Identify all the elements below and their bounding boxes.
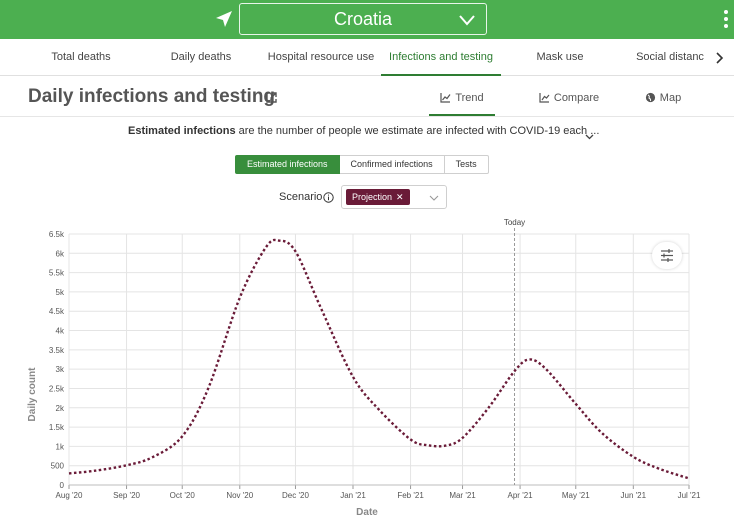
external-link-icon[interactable] bbox=[265, 91, 278, 104]
navigation-arrow-icon[interactable] bbox=[214, 9, 234, 29]
line-chart-icon bbox=[440, 93, 451, 103]
view-tab-compare-label: Compare bbox=[553, 92, 600, 104]
x-tick-label: Nov '20 bbox=[226, 491, 253, 500]
metric-description: Estimated infections are the number of p… bbox=[128, 125, 599, 137]
bar-compare-icon bbox=[539, 93, 550, 103]
globe-icon bbox=[645, 92, 655, 103]
remove-chip-icon[interactable]: ✕ bbox=[396, 192, 404, 202]
scenario-label: Scenario bbox=[279, 191, 323, 203]
y-tick-label: 2k bbox=[56, 404, 65, 413]
y-tick-label: 5k bbox=[56, 288, 65, 297]
tab-mask-use[interactable]: Mask use bbox=[536, 51, 584, 63]
y-tick-label: 4k bbox=[56, 327, 65, 336]
x-tick-label: Feb '21 bbox=[397, 491, 424, 500]
y-tick-label: 4.5k bbox=[49, 307, 65, 316]
chevron-down-icon bbox=[429, 195, 439, 201]
x-tick-label: Oct '20 bbox=[170, 491, 196, 500]
confirmed-infections-button[interactable]: Confirmed infections bbox=[339, 155, 445, 174]
x-tick-label: Mar '21 bbox=[449, 491, 476, 500]
y-tick-label: 6k bbox=[56, 249, 65, 258]
scenario-chip: Projection ✕ bbox=[346, 189, 410, 205]
country-label: Croatia bbox=[333, 9, 393, 29]
page-title: Daily infections and testing bbox=[28, 86, 276, 107]
y-tick-label: 3.5k bbox=[49, 346, 65, 355]
metric-button-group: Estimated infections Confirmed infection… bbox=[235, 155, 489, 174]
chart-settings-button[interactable] bbox=[652, 242, 682, 269]
y-tick-label: 500 bbox=[51, 462, 65, 471]
tab-social-distancing[interactable]: Social distanc bbox=[636, 51, 704, 63]
chevron-right-icon[interactable] bbox=[712, 51, 726, 65]
estimated-infections-button[interactable]: Estimated infections bbox=[235, 155, 340, 174]
y-tick-label: 1.5k bbox=[49, 423, 65, 432]
y-tick-label: 6.5k bbox=[49, 230, 65, 239]
tab-daily-deaths[interactable]: Daily deaths bbox=[170, 51, 232, 63]
x-axis-title: Date bbox=[356, 507, 378, 518]
y-axis-title: Daily count bbox=[27, 367, 38, 422]
x-tick-label: Aug '20 bbox=[56, 491, 83, 500]
y-tick-label: 1k bbox=[56, 442, 65, 451]
x-tick-label: Jun '21 bbox=[621, 491, 647, 500]
chevron-down-icon bbox=[459, 15, 475, 26]
x-tick-label: Apr '21 bbox=[508, 491, 534, 500]
scenario-chip-label: Projection bbox=[352, 192, 393, 202]
y-tick-label: 0 bbox=[60, 481, 65, 490]
info-icon[interactable] bbox=[323, 192, 334, 203]
country-select[interactable]: Croatia bbox=[239, 3, 487, 35]
tab-hospital-resource-use[interactable]: Hospital resource use bbox=[267, 51, 375, 63]
x-tick-label: Dec '20 bbox=[282, 491, 309, 500]
view-tab-trend-label: Trend bbox=[455, 92, 484, 104]
projection-series-line bbox=[68, 238, 690, 480]
section-tabs: Total deaths Daily deaths Hospital resou… bbox=[0, 39, 734, 76]
y-tick-label: 5.5k bbox=[49, 269, 65, 278]
description-term: Estimated infections bbox=[128, 125, 236, 137]
top-bar: Croatia bbox=[0, 0, 734, 39]
header-divider bbox=[0, 116, 734, 117]
view-tab-map-label: Map bbox=[659, 92, 682, 104]
y-tick-label: 3k bbox=[56, 365, 65, 374]
x-tick-label: Jan '21 bbox=[340, 491, 366, 500]
tab-total-deaths[interactable]: Total deaths bbox=[51, 51, 111, 63]
today-label: Today bbox=[504, 218, 525, 227]
tests-button[interactable]: Tests bbox=[444, 155, 489, 174]
description-text: are the number of people we estimate are… bbox=[235, 125, 600, 137]
x-tick-label: Sep '20 bbox=[113, 491, 140, 500]
x-tick-label: Jul '21 bbox=[678, 491, 701, 500]
kebab-menu-icon[interactable] bbox=[723, 10, 729, 30]
x-tick-label: May '21 bbox=[562, 491, 590, 500]
expand-chevron-icon[interactable] bbox=[584, 131, 595, 142]
view-tab-trend[interactable]: Trend bbox=[429, 84, 495, 116]
tab-infections-and-testing[interactable]: Infections and testing bbox=[381, 39, 501, 76]
y-tick-label: 2.5k bbox=[49, 384, 65, 393]
infections-line-chart: 0 500 1k 1.5k 2k 2.5k 3k 3.5k 4k 4.5k 5k 5.5k 6k 6.5k… bbox=[27, 218, 701, 518]
sliders-icon bbox=[661, 249, 673, 262]
view-tab-map[interactable]: Map bbox=[638, 84, 688, 116]
scenario-select[interactable]: Projection ✕ bbox=[341, 185, 447, 209]
view-tab-compare[interactable]: Compare bbox=[530, 84, 608, 116]
